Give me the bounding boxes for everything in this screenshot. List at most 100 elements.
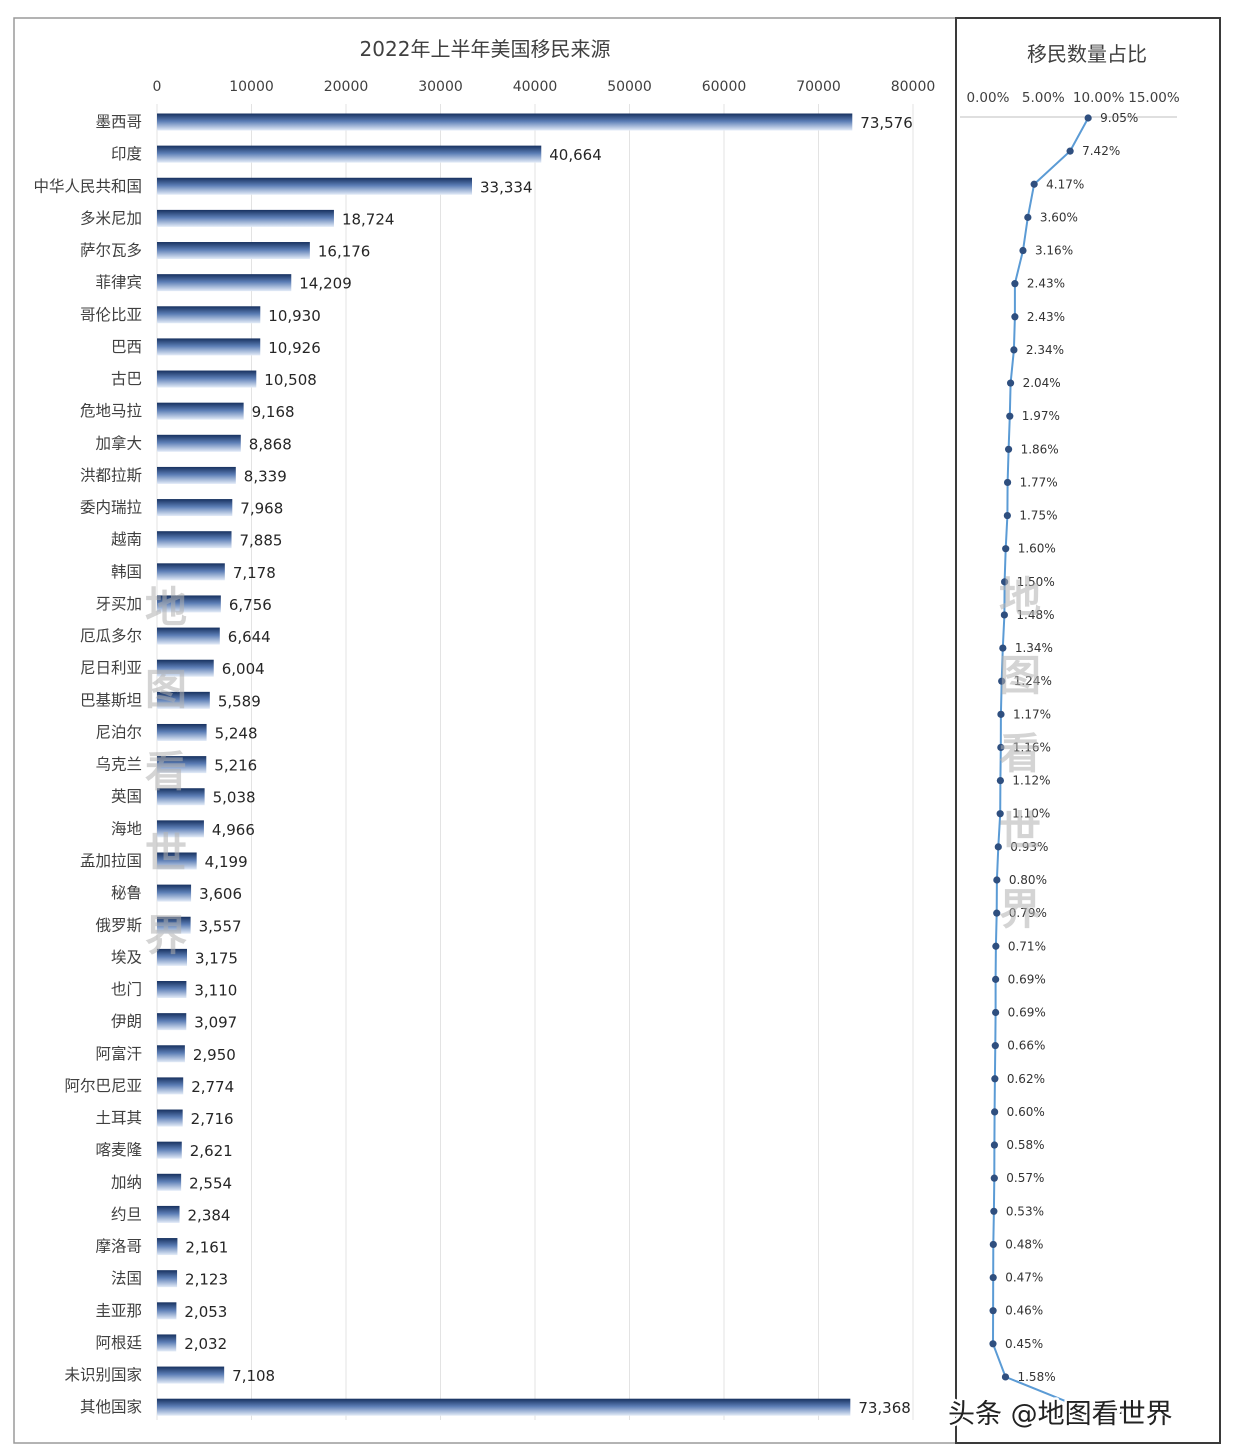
share-point (1003, 478, 1012, 487)
bar (157, 595, 221, 613)
share-series-line (991, 117, 1090, 1412)
bar-value-label: 9,168 (252, 403, 295, 421)
bar (157, 1366, 225, 1384)
share-value-label: 1.77% (1020, 475, 1058, 489)
bar-value-label: 2,053 (184, 1303, 227, 1321)
share-point (994, 843, 1002, 851)
bar (157, 274, 292, 292)
bar-x-tick-label: 20000 (324, 79, 369, 95)
bar-value-label: 18,724 (342, 210, 395, 228)
bar (157, 1013, 187, 1031)
share-point (996, 777, 1004, 785)
share-point (996, 810, 1004, 818)
share-value-label: 1.86% (1021, 442, 1059, 456)
share-value-label: 7.42% (1082, 144, 1120, 158)
bar-category-label: 厄瓜多尔 (80, 627, 142, 645)
bar-value-label: 4,966 (212, 821, 255, 839)
bar-category-label: 中华人民共和国 (33, 177, 142, 195)
share-value-label: 3.16% (1035, 244, 1073, 258)
share-point (989, 1273, 997, 1282)
bar-category-label: 阿富汗 (95, 1045, 142, 1063)
bar (157, 338, 261, 356)
bar-category-label: 也门 (111, 981, 142, 999)
share-point (1004, 445, 1013, 453)
bar (157, 370, 257, 388)
bar-category-label: 洪都拉斯 (80, 466, 142, 484)
share-point (992, 975, 1000, 983)
bar-x-tick-label: 50000 (607, 79, 652, 95)
bar (157, 434, 241, 452)
bar (157, 788, 205, 806)
bar-category-label: 埃及 (111, 948, 142, 966)
share-point (989, 1240, 997, 1249)
bar-value-label: 73,576 (860, 114, 913, 132)
bar (157, 1238, 178, 1256)
bar-value-label: 2,161 (185, 1239, 228, 1257)
share-value-label: 0.47% (1005, 1271, 1043, 1285)
share-value-label: 0.48% (1005, 1237, 1043, 1251)
share-value-label: 2.43% (1027, 310, 1065, 324)
share-value-label: 1.50% (1017, 575, 1055, 589)
share-value-label: 1.75% (1019, 509, 1057, 523)
bar-value-label: 7,108 (232, 1367, 275, 1385)
bar (157, 1398, 851, 1416)
bar-category-label: 喀麦隆 (95, 1141, 142, 1159)
bar-x-tick-label: 40000 (513, 79, 558, 95)
share-point (991, 1075, 999, 1083)
bar (157, 499, 233, 517)
share-value-label: 4.17% (1046, 177, 1084, 191)
footer-credit-text: 头条 @地图看世界 (948, 1399, 1173, 1430)
bar-value-label: 2,950 (193, 1046, 236, 1064)
share-point (993, 876, 1001, 884)
bar-category-label: 加纳 (111, 1173, 142, 1191)
share-value-label: 0.57% (1006, 1171, 1044, 1185)
bar-value-label: 40,664 (549, 146, 602, 164)
bar (157, 1109, 183, 1127)
bar-value-label: 10,930 (268, 307, 321, 325)
share-value-label: 9.05% (1100, 111, 1138, 125)
share-point (992, 1008, 1000, 1017)
share-point (1006, 379, 1015, 387)
bar-value-label: 2,384 (188, 1206, 231, 1224)
bar-value-label: 33,334 (480, 178, 533, 196)
watermark-char: 界 (999, 885, 1041, 934)
bar-value-label: 14,209 (299, 275, 352, 293)
bar-value-label: 6,756 (229, 596, 272, 614)
line-chart-title: 移民数量占比 (1027, 42, 1147, 66)
share-value-label: 1.34% (1015, 641, 1053, 655)
bar-chart-frame (13, 17, 957, 1444)
bar-value-label: 2,554 (189, 1174, 232, 1192)
share-value-label: 0.66% (1007, 1039, 1045, 1053)
share-value-label: 0.58% (1006, 1138, 1044, 1152)
line-x-tick-label: 0.00% (967, 90, 1010, 106)
bar-value-label: 6,644 (228, 628, 271, 646)
bar-value-label: 8,339 (244, 467, 287, 485)
line-x-tick-labels: 0.00% 5.00% 10.00% 15.00% (967, 90, 1180, 106)
bar-category-label: 哥伦比亚 (80, 306, 142, 324)
share-value-label: 0.53% (1006, 1204, 1044, 1218)
bar-category-label: 尼泊尔 (95, 723, 142, 741)
bar-category-label: 萨尔瓦多 (80, 242, 142, 260)
bar-x-tick-label: 30000 (418, 79, 463, 95)
bar (157, 1045, 185, 1063)
share-value-label: 0.45% (1005, 1337, 1043, 1351)
bar-category-label: 菲律宾 (95, 274, 142, 292)
bar-value-label: 7,885 (240, 532, 283, 550)
bar-category-label: 未识别国家 (64, 1366, 142, 1384)
share-point (1011, 280, 1019, 288)
bar-category-label: 牙买加 (95, 595, 142, 613)
share-point (997, 743, 1005, 752)
watermark-char: 图 (999, 651, 1041, 700)
bar-category-label: 古巴 (111, 370, 142, 388)
share-point (1000, 611, 1008, 619)
bar (157, 209, 334, 227)
share-point (990, 1141, 999, 1149)
bar (157, 981, 187, 999)
share-value-label: 0.80% (1009, 873, 1047, 887)
bar (157, 1302, 177, 1320)
bar (157, 1077, 184, 1095)
bar-category-label: 印度 (111, 145, 142, 163)
bar (157, 1334, 177, 1352)
bar (157, 1270, 178, 1288)
